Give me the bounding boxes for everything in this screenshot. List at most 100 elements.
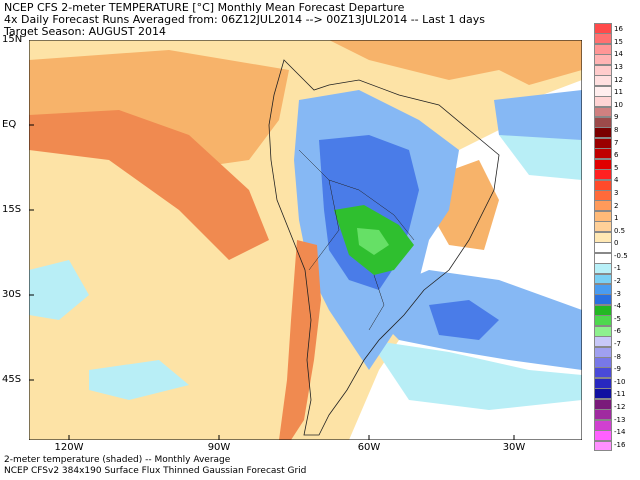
legend-label: -7 [614, 340, 621, 348]
legend-swatch [594, 304, 612, 316]
legend-label: -10 [614, 377, 626, 386]
legend-label: 12 [614, 75, 623, 84]
legend-label: 10 [614, 100, 623, 109]
footer-line-2: NCEP CFSv2 384x190 Surface Flux Thinned … [4, 466, 307, 476]
legend-label: 13 [614, 63, 623, 72]
legend-swatch [594, 430, 612, 442]
legend-label: 0.5 [614, 226, 626, 235]
title-line-1: NCEP CFS 2-meter TEMPERATURE [°C] Monthl… [4, 1, 405, 14]
legend-label: 1 [614, 214, 619, 223]
legend-label: -8 [614, 352, 621, 361]
target-season: Target Season: AUGUST 2014 [4, 25, 166, 38]
legend-label: 9 [614, 113, 619, 122]
legend-label: -14 [614, 428, 626, 437]
legend-swatch [594, 231, 612, 243]
legend-swatch [594, 43, 612, 55]
cool-anomaly-north-atlantic [494, 90, 582, 150]
legend-swatch [594, 388, 612, 400]
legend-swatch [594, 96, 612, 107]
legend-swatch [594, 315, 612, 327]
lon-label-120w: 120W [54, 442, 84, 453]
legend-swatch [594, 325, 612, 337]
legend-swatch [594, 409, 612, 421]
legend-swatch [594, 169, 612, 181]
lat-label-15s: 15S [2, 204, 22, 215]
cool-light-ne-atlantic [499, 135, 582, 180]
legend-label: 15 [614, 37, 623, 46]
legend-label: -1 [614, 264, 621, 273]
legend-swatch [594, 64, 612, 76]
legend-label: 6 [614, 151, 619, 160]
legend-swatch [594, 200, 612, 212]
legend-swatch [594, 179, 612, 191]
legend-swatch [594, 137, 612, 149]
legend-swatch [594, 190, 612, 201]
legend-label: 14 [614, 50, 623, 59]
legend-swatch [594, 85, 612, 97]
legend-label: -11 [614, 390, 626, 399]
temperature-anomaly-map [29, 40, 582, 440]
legend-swatch [594, 336, 612, 348]
legend-swatch [594, 210, 612, 222]
legend-label: -12 [614, 402, 626, 411]
legend-swatch [594, 367, 612, 379]
legend-label: 5 [614, 163, 619, 172]
coastline [268, 59, 500, 436]
lat-label-45s: 45S [2, 374, 22, 385]
legend-label: -9 [614, 365, 621, 374]
legend-label: 4 [614, 176, 619, 185]
legend-label: -13 [614, 415, 626, 424]
legend-swatch [594, 242, 612, 254]
legend-label: -5 [614, 314, 621, 323]
legend-label: 11 [614, 88, 623, 97]
legend-swatch [594, 294, 612, 306]
legend-swatch [594, 398, 612, 410]
legend-swatch [594, 283, 612, 295]
legend-swatch [594, 106, 612, 118]
footer-line-1: 2-meter temperature (shaded) -- Monthly … [4, 455, 231, 465]
legend-label: -16 [614, 440, 626, 449]
legend-swatch [594, 33, 612, 45]
cool-strong-south-atlantic [429, 300, 499, 340]
legend-label: -3 [614, 289, 621, 298]
legend-swatch [594, 273, 612, 285]
legend-swatch [594, 116, 612, 128]
legend-swatch [594, 75, 612, 87]
legend-swatch [594, 158, 612, 170]
lat-label-eq: EQ [2, 119, 17, 130]
lon-label-60w: 60W [357, 442, 381, 453]
legend-swatch [594, 252, 612, 264]
legend-swatch [594, 419, 612, 431]
legend-label: -6 [614, 327, 621, 336]
legend-swatch [594, 440, 612, 452]
warm-anomaly-caribbean [329, 40, 582, 85]
legend-swatch [594, 346, 612, 358]
legend-swatch [594, 148, 612, 160]
legend-swatch [594, 127, 612, 139]
cold-core-center [357, 228, 389, 255]
warm-anomaly-equatorial [29, 110, 269, 260]
legend-label: -0.5 [614, 251, 628, 260]
legend-label: 7 [614, 138, 619, 147]
cool-light-south-atlantic [369, 340, 582, 410]
lon-label-90w: 90W [207, 442, 231, 453]
legend-label: 0 [614, 239, 619, 248]
lat-label-15n: 15N [2, 34, 23, 45]
legend-label: 2 [614, 201, 619, 210]
legend-label: 8 [614, 126, 619, 134]
lat-label-30s: 30S [2, 289, 22, 300]
legend-swatch [594, 357, 612, 368]
legend-swatch [594, 377, 612, 389]
legend-swatch [594, 221, 612, 233]
borders [298, 149, 415, 331]
lon-label-30w: 30W [502, 442, 526, 453]
legend-swatch [594, 54, 612, 66]
cool-light-southeast-pacific [89, 360, 189, 400]
legend-label: -2 [614, 277, 621, 286]
legend-label: 16 [614, 25, 623, 34]
legend-swatch [594, 263, 612, 275]
title-line-2: 4x Daily Forecast Runs Averaged from: 06… [4, 13, 485, 26]
warm-anomaly-andes [279, 240, 321, 440]
legend-swatch [594, 23, 612, 34]
legend-label: 3 [614, 188, 619, 197]
